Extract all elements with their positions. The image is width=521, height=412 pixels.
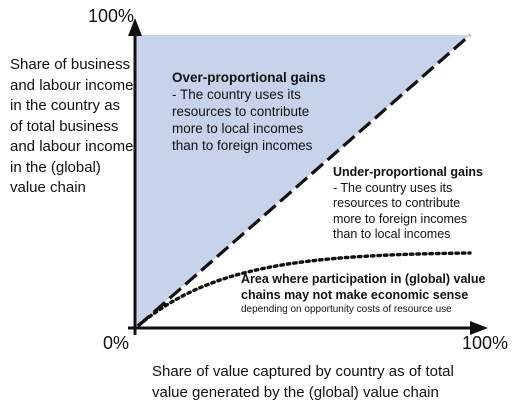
origin-tick: 0% xyxy=(103,333,130,353)
y-axis-arrowhead xyxy=(128,18,142,36)
x-axis-max-tick: 100% xyxy=(462,333,509,353)
over-proportional-label: Over-proportional gains - The country us… xyxy=(172,69,332,154)
over-proportional-title: Over-proportional gains xyxy=(172,70,326,85)
no-sense-area-title: Area where participation in (global) val… xyxy=(241,272,486,302)
no-sense-area-label: Area where participation in (global) val… xyxy=(241,272,503,316)
x-axis-label: Share of value captured by country as of… xyxy=(152,363,454,401)
under-proportional-description: The country uses its resources to contri… xyxy=(333,180,468,242)
equal-share-diagonal xyxy=(136,33,472,328)
over-proportional-separator: - xyxy=(172,87,177,102)
over-proportional-description: The country uses its resources to contri… xyxy=(172,87,313,153)
under-proportional-title: Under-proportional gains xyxy=(333,165,483,179)
under-proportional-separator: - xyxy=(333,180,338,195)
no-sense-area-note: depending on opportunity costs of resour… xyxy=(241,304,452,315)
under-proportional-label: Under-proportional gains - The country u… xyxy=(333,165,483,243)
threshold-curve xyxy=(137,251,472,327)
y-axis-max-tick: 100% xyxy=(88,6,135,26)
x-axis-arrowhead xyxy=(470,321,488,335)
y-axis-label: Share of business and labour income in t… xyxy=(10,56,134,196)
